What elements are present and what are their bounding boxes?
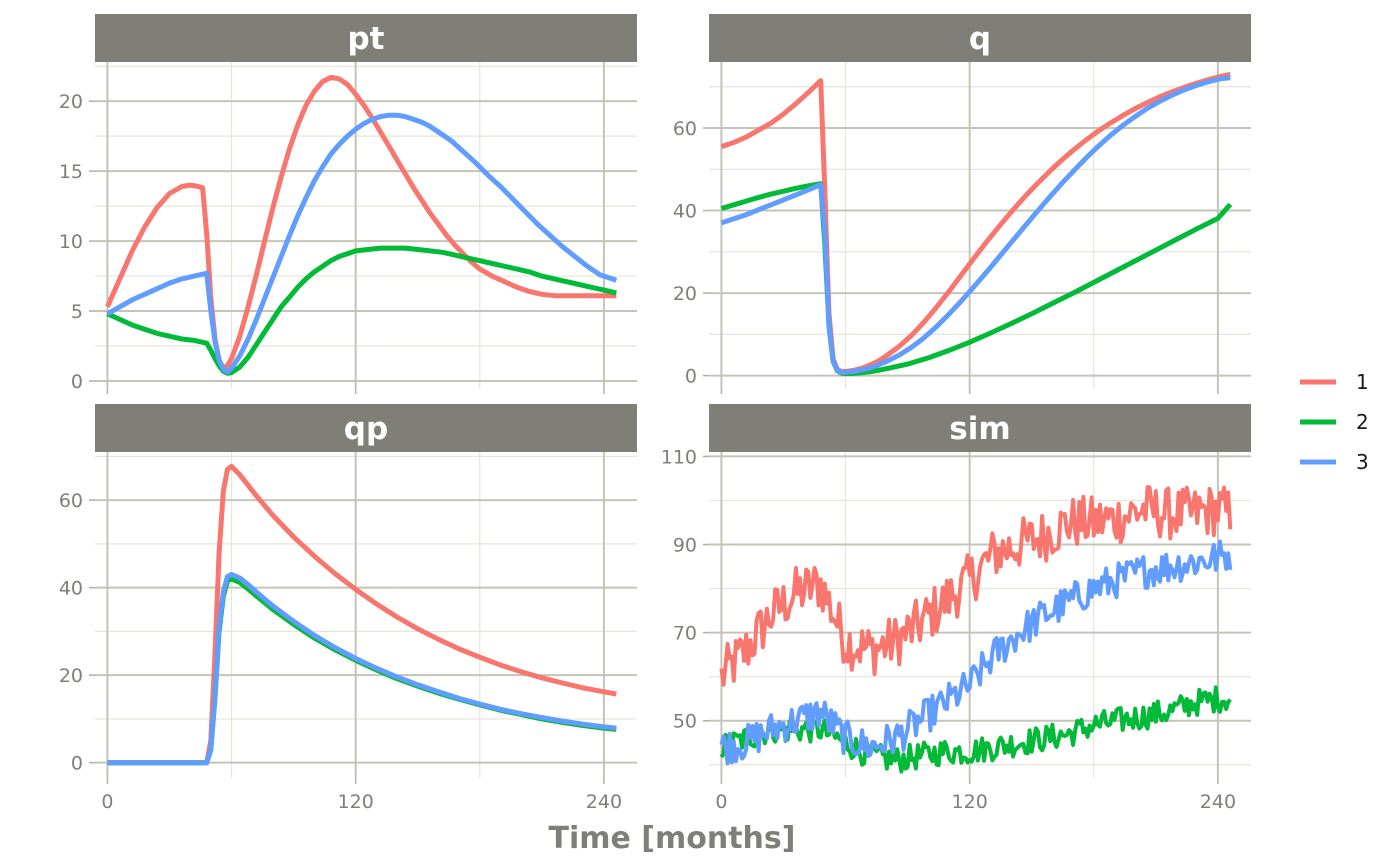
y-tick-label: 0 <box>71 753 83 775</box>
y-tick-label: 20 <box>673 283 697 305</box>
x-tick-label: 120 <box>338 791 374 813</box>
series-line-1 <box>719 485 1233 687</box>
series-line-3 <box>107 572 617 766</box>
strip-pt <box>95 14 637 62</box>
series-line-1 <box>105 74 617 371</box>
y-tick-label: 0 <box>71 371 83 393</box>
y-tick-label: 20 <box>59 665 83 687</box>
strip-title: q <box>969 21 991 57</box>
strip-qp <box>95 404 637 452</box>
y-tick-label: 50 <box>673 711 697 733</box>
series-line-3 <box>719 539 1233 766</box>
series-line-3 <box>106 112 618 375</box>
series-line-2 <box>720 181 1233 377</box>
x-tick-label: 240 <box>1200 791 1236 813</box>
y-tick-label: 10 <box>59 231 83 253</box>
y-tick-label: 40 <box>59 578 83 600</box>
y-tick-label: 70 <box>673 623 697 645</box>
y-tick-label: 15 <box>59 161 83 183</box>
legend-label: 3 <box>1356 450 1369 474</box>
x-tick-label: 0 <box>715 791 727 813</box>
y-tick-label: 20 <box>59 91 83 113</box>
series-line-1 <box>720 71 1231 374</box>
series-line-3 <box>720 75 1231 375</box>
y-tick-label: 60 <box>673 118 697 140</box>
strip-title: qp <box>344 411 388 447</box>
y-tick-label: 40 <box>673 201 697 223</box>
x-tick-label: 0 <box>101 791 113 813</box>
panel-sim: sim 50 70 90 110 0 120 240 <box>661 404 1251 813</box>
strip-title: pt <box>347 21 384 57</box>
legend-label: 1 <box>1356 370 1369 394</box>
legend-label: 2 <box>1356 410 1369 434</box>
strip-title: sim <box>949 411 1010 447</box>
series-line-2 <box>107 576 617 766</box>
panel-q: q 0 20 40 60 <box>673 14 1251 394</box>
y-tick-label: 5 <box>71 301 83 323</box>
y-tick-label: 110 <box>661 446 697 468</box>
y-tick-label: 60 <box>59 490 83 512</box>
strip-sim <box>709 404 1251 452</box>
x-tick-label: 120 <box>952 791 988 813</box>
x-tick-label: 240 <box>586 791 622 813</box>
series-line-2 <box>106 245 617 376</box>
y-tick-label: 90 <box>673 535 697 557</box>
panel-qp: qp 0 20 40 60 0 120 240 <box>59 404 637 813</box>
panel-pt: pt 0 5 10 15 20 <box>59 14 637 394</box>
legend: 1 2 3 <box>1300 370 1369 474</box>
y-tick-label: 0 <box>685 366 697 388</box>
x-axis-label: Time [months] <box>548 821 795 856</box>
strip-q <box>709 14 1251 62</box>
